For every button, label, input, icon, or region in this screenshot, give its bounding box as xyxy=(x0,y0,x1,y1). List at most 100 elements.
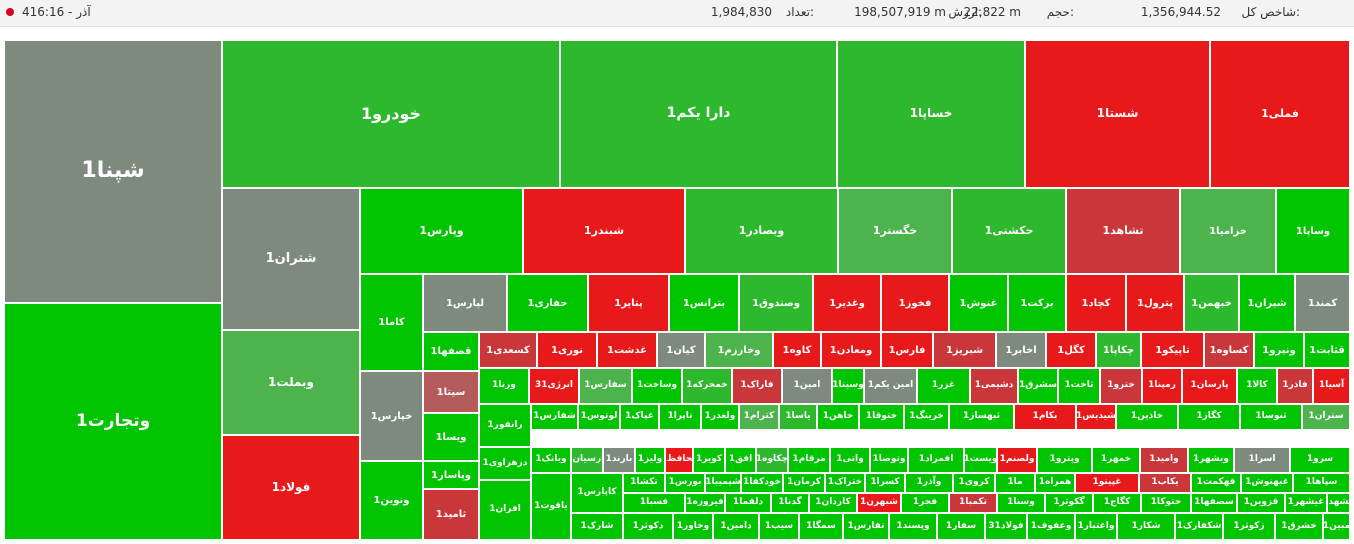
treemap-tile-19[interactable]: لپارس1 xyxy=(423,274,507,332)
treemap-tile-23[interactable]: وصندوق1 xyxy=(739,274,813,332)
treemap-tile-24[interactable]: وغدیر1 xyxy=(813,274,881,332)
treemap-tile-146[interactable]: سصفها1 xyxy=(1191,493,1237,513)
treemap-tile-82[interactable]: یاسا1 xyxy=(779,404,817,430)
treemap-tile-121[interactable]: کرمان1 xyxy=(783,473,825,493)
treemap-tile-107[interactable]: ولصنم1 xyxy=(997,447,1037,473)
treemap-tile-126[interactable]: ما1 xyxy=(995,473,1035,493)
treemap-tile-10[interactable]: وپارس1 xyxy=(360,188,523,274)
treemap-tile-40[interactable]: کسعدی1 xyxy=(479,332,537,368)
treemap-tile-139[interactable]: شبهرن1 xyxy=(857,493,901,513)
treemap-tile-55[interactable]: قثابت1 xyxy=(1304,332,1350,368)
treemap-tile-20[interactable]: حفاری1 xyxy=(507,274,588,332)
treemap-tile-52[interactable]: تاپیکو1 xyxy=(1141,332,1204,368)
treemap-tile-61[interactable]: فاراک1 xyxy=(732,368,782,404)
treemap-tile-12[interactable]: وبصادر1 xyxy=(685,188,838,274)
treemap-tile-75[interactable]: رانفور1 xyxy=(479,404,531,447)
treemap-tile-94[interactable]: وبانک1 xyxy=(531,447,571,473)
treemap-tile-39[interactable]: ثامید1 xyxy=(423,489,479,540)
treemap-tile-60[interactable]: خمحرکه1 xyxy=(682,368,732,404)
treemap-tile-32[interactable]: کمند1 xyxy=(1295,274,1350,332)
treemap-tile-77[interactable]: لوتوس1 xyxy=(578,404,620,430)
treemap-tile-95[interactable]: پارسیان1 xyxy=(571,447,603,473)
treemap-tile-80[interactable]: ولغدر1 xyxy=(701,404,739,430)
treemap-tile-34[interactable]: ونوین1 xyxy=(360,461,423,540)
treemap-tile-42[interactable]: غدشت1 xyxy=(597,332,657,368)
treemap-tile-96[interactable]: بارند1 xyxy=(603,447,635,473)
treemap-tile-54[interactable]: ونیرو1 xyxy=(1254,332,1304,368)
treemap-tile-151[interactable]: وخاور1 xyxy=(673,513,713,540)
treemap-tile-108[interactable]: وپترو1 xyxy=(1037,447,1092,473)
treemap-tile-62[interactable]: امین1 xyxy=(782,368,832,404)
treemap-tile-43[interactable]: کیان1 xyxy=(657,332,705,368)
treemap-tile-125[interactable]: کروی1 xyxy=(953,473,995,493)
treemap-tile-70[interactable]: رمپنا1 xyxy=(1142,368,1182,404)
treemap-tile-141[interactable]: تکمبا1 xyxy=(949,493,997,513)
treemap-tile-109[interactable]: خمهر1 xyxy=(1092,447,1140,473)
treemap-tile-92[interactable]: ستران1 xyxy=(1302,404,1350,430)
treemap-tile-103[interactable]: واتی1 xyxy=(830,447,870,473)
treemap-tile-161[interactable]: شکار1 xyxy=(1117,513,1175,540)
treemap-tile-4[interactable]: خساپا1 xyxy=(837,40,1025,188)
treemap-tile-98[interactable]: کحافظ1 xyxy=(665,447,693,473)
treemap-tile-134[interactable]: فسبا1 xyxy=(623,493,685,513)
treemap-tile-122[interactable]: ختراک1 xyxy=(825,473,865,493)
treemap-tile-120[interactable]: خودکفا1 xyxy=(741,473,783,493)
treemap-tile-56[interactable]: ورنا1 xyxy=(479,368,529,404)
treemap-tile-16[interactable]: خزامیا1 xyxy=(1180,188,1276,274)
treemap-tile-51[interactable]: چکاپا1 xyxy=(1096,332,1141,368)
treemap-tile-132[interactable]: سپاها1 xyxy=(1293,473,1350,493)
treemap-tile-3[interactable]: دارا یکم1 xyxy=(560,40,837,188)
treemap-tile-74[interactable]: آسیا1 xyxy=(1313,368,1350,404)
treemap-tile-154[interactable]: سمگا1 xyxy=(799,513,843,540)
treemap-tile-11[interactable]: شبندر1 xyxy=(523,188,685,274)
treemap-tile-45[interactable]: کاوه1 xyxy=(773,332,821,368)
treemap-tile-142[interactable]: وسنا1 xyxy=(997,493,1045,513)
treemap-tile-136[interactable]: دلقما1 xyxy=(725,493,771,513)
treemap-tile-93[interactable]: دزهراوی1 xyxy=(479,447,531,480)
treemap-tile-7[interactable]: شتران1 xyxy=(222,188,360,330)
treemap-tile-145[interactable]: حتوکا1 xyxy=(1141,493,1191,513)
treemap-tile-41[interactable]: نوری1 xyxy=(537,332,597,368)
treemap-tile-123[interactable]: کسرا1 xyxy=(865,473,905,493)
treemap-tile-164[interactable]: خشرق1 xyxy=(1275,513,1323,540)
treemap-tile-67[interactable]: سشرق1 xyxy=(1018,368,1058,404)
treemap-tile-21[interactable]: پتایر1 xyxy=(588,274,669,332)
treemap-tile-50[interactable]: کگل1 xyxy=(1046,332,1096,368)
treemap-tile-99[interactable]: کویر1 xyxy=(693,447,725,473)
treemap-tile-143[interactable]: گکوثر1 xyxy=(1045,493,1093,513)
treemap-tile-81[interactable]: کترام1 xyxy=(739,404,779,430)
treemap-tile-36[interactable]: سیتا1 xyxy=(423,371,479,413)
treemap-tile-33[interactable]: خپارس1 xyxy=(360,371,423,461)
treemap-tile-111[interactable]: وبشهر1 xyxy=(1188,447,1234,473)
treemap-tile-17[interactable]: وساپا1 xyxy=(1276,188,1350,274)
treemap-tile-2[interactable]: خودرو1 xyxy=(222,40,560,188)
treemap-tile-68[interactable]: ثاخت1 xyxy=(1058,368,1100,404)
treemap-tile-165[interactable]: مبین1 xyxy=(1323,513,1350,540)
treemap-tile-87[interactable]: بکام1 xyxy=(1014,404,1076,430)
treemap-tile-112[interactable]: اسرا1 xyxy=(1234,447,1290,473)
treemap-tile-28[interactable]: کچاد1 xyxy=(1066,274,1126,332)
treemap-tile-63[interactable]: وسینا1 xyxy=(832,368,864,404)
treemap-tile-0[interactable]: شپنا1 xyxy=(4,40,222,303)
treemap-tile-6[interactable]: فملی1 xyxy=(1210,40,1350,188)
treemap-tile-138[interactable]: کاردان1 xyxy=(809,493,857,513)
treemap-tile-140[interactable]: فجر1 xyxy=(901,493,949,513)
treemap-tile-129[interactable]: یکاب1 xyxy=(1139,473,1191,493)
treemap-tile-65[interactable]: غزر1 xyxy=(917,368,970,404)
treemap-tile-148[interactable]: غیشهر1 xyxy=(1285,493,1327,513)
treemap-tile-59[interactable]: وساخت1 xyxy=(632,368,682,404)
treemap-tile-29[interactable]: پترول1 xyxy=(1126,274,1184,332)
treemap-tile-147[interactable]: قزوین1 xyxy=(1237,493,1285,513)
treemap-tile-89[interactable]: خاذین1 xyxy=(1116,404,1178,430)
treemap-tile-97[interactable]: ولیز1 xyxy=(635,447,665,473)
treemap-tile-47[interactable]: فارس1 xyxy=(881,332,933,368)
treemap-tile-149[interactable]: غشهد1 xyxy=(1327,493,1350,513)
treemap-tile-78[interactable]: غپاک1 xyxy=(620,404,659,430)
treemap-tile-144[interactable]: کگاج1 xyxy=(1093,493,1141,513)
treemap-tile-119[interactable]: شیمیبا1 xyxy=(705,473,741,493)
treemap-tile-152[interactable]: دامین1 xyxy=(713,513,759,540)
treemap-tile-102[interactable]: مرقام1 xyxy=(788,447,830,473)
treemap-tile-66[interactable]: دشیمی1 xyxy=(970,368,1018,404)
treemap-tile-14[interactable]: حکشتی1 xyxy=(952,188,1066,274)
treemap-tile-131[interactable]: غبهنوش1 xyxy=(1241,473,1293,493)
